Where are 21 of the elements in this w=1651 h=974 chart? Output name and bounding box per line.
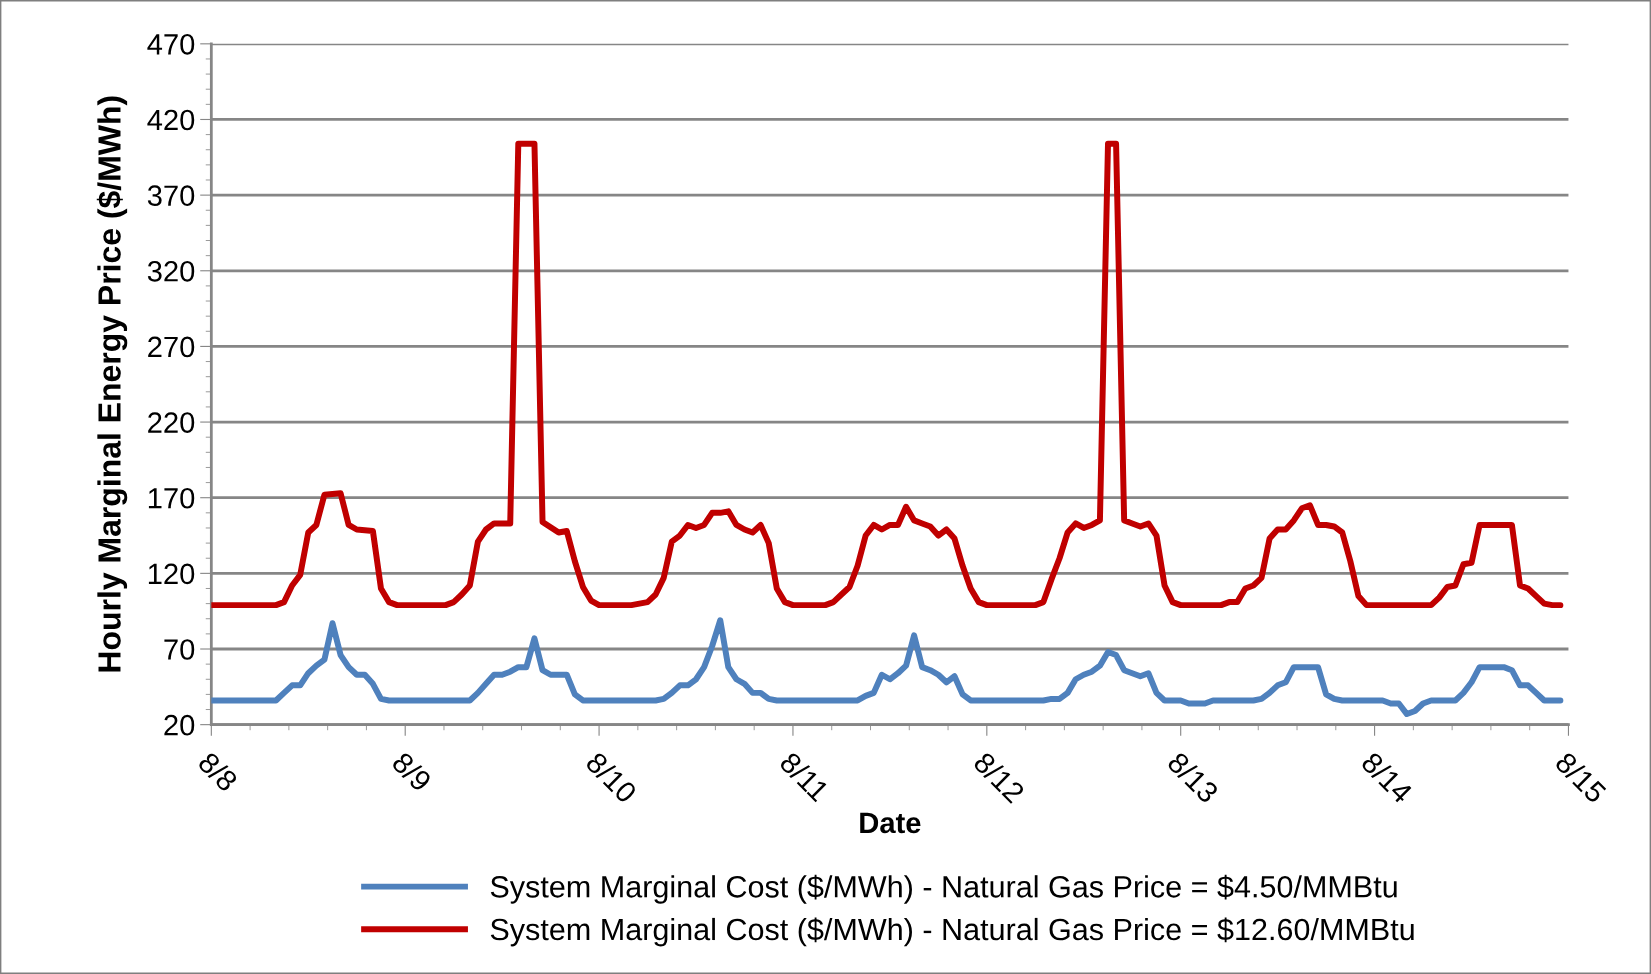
y-tick-label: 470: [147, 34, 195, 55]
y-tick-label: 170: [148, 487, 195, 509]
y-tick-label: 220: [148, 412, 195, 433]
y-tick-label: 420: [147, 109, 195, 131]
legend-label: System Marginal Cost ($/MWh) - Natural Gas Price = $4.50/MMBtu: [490, 874, 1397, 904]
y-tick-label: 120: [148, 563, 195, 585]
x-tick-label: 8/15: [1554, 750, 1608, 805]
x-tick-label: 8/13: [1166, 750, 1220, 805]
y-tick-label: 70: [164, 639, 195, 660]
x-axis-title: Date: [860, 812, 921, 834]
y-axis-title: Hourly Marginal Energy Price ($/MWh): [96, 96, 128, 672]
x-tick-label: 8/10: [584, 750, 639, 805]
y-tick-label: 320: [147, 260, 195, 282]
x-tick-label: 8/11: [778, 750, 831, 803]
y-tick-label: 370: [147, 185, 195, 206]
y-tick-label: 270: [148, 336, 195, 358]
legend-label: System Marginal Cost ($/MWh) - Natural Gas Price = $12.60/MMBtu: [490, 917, 1414, 947]
y-tick-label: 20: [164, 714, 195, 736]
x-tick-label: 8/8: [197, 750, 240, 793]
x-tick-label: 8/14: [1360, 750, 1415, 805]
x-tick-label: 8/9: [390, 750, 433, 793]
